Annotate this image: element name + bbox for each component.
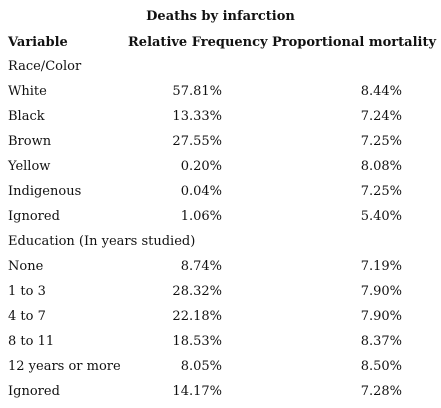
row-label: Indigenous <box>8 184 82 199</box>
relative-frequency: 0.04% <box>180 184 222 199</box>
relative-frequency: 1.06% <box>180 209 222 224</box>
row-label: 1 to 3 <box>8 284 46 299</box>
section-label: Race/Color <box>8 59 82 74</box>
relative-frequency: 14.17% <box>172 384 222 399</box>
row-label: Yellow <box>8 159 51 174</box>
row-label: None <box>8 259 44 274</box>
section-label: Education (In years studied) <box>8 234 196 249</box>
proportional-mortality: 8.08% <box>360 159 402 174</box>
header-cell: Relative Frequency <box>128 35 268 50</box>
proportional-mortality: 5.40% <box>360 209 402 224</box>
proportional-mortality: 7.19% <box>360 259 402 274</box>
relative-frequency: 8.74% <box>180 259 222 274</box>
proportional-mortality: 7.90% <box>360 284 402 299</box>
relative-frequency: 0.20% <box>180 159 222 174</box>
relative-frequency: 8.05% <box>180 359 222 374</box>
proportional-mortality: 8.37% <box>360 334 402 349</box>
row-label: Ignored <box>8 209 60 224</box>
row-label: White <box>8 84 47 99</box>
row-label: Black <box>8 109 45 124</box>
proportional-mortality: 8.44% <box>360 84 402 99</box>
relative-frequency: 18.53% <box>172 334 222 349</box>
header-cell: Proportional mortality <box>272 35 436 50</box>
row-label: Brown <box>8 134 52 149</box>
row-label: 8 to 11 <box>8 334 55 349</box>
proportional-mortality: 7.90% <box>360 309 402 324</box>
row-label: 4 to 7 <box>8 309 46 324</box>
header-cell: Variable <box>8 35 68 50</box>
proportional-mortality: 8.50% <box>360 359 402 374</box>
relative-frequency: 22.18% <box>172 309 222 324</box>
proportional-mortality: 7.28% <box>360 384 402 399</box>
relative-frequency: 27.55% <box>172 134 222 149</box>
relative-frequency: 28.32% <box>172 284 222 299</box>
row-label: Ignored <box>8 384 60 399</box>
title: Deaths by infarction <box>146 9 295 24</box>
row-label: 12 years or more <box>8 359 121 374</box>
relative-frequency: 13.33% <box>172 109 222 124</box>
proportional-mortality: 7.25% <box>360 134 402 149</box>
proportional-mortality: 7.24% <box>360 109 402 124</box>
relative-frequency: 57.81% <box>172 84 222 99</box>
proportional-mortality: 7.25% <box>360 184 402 199</box>
